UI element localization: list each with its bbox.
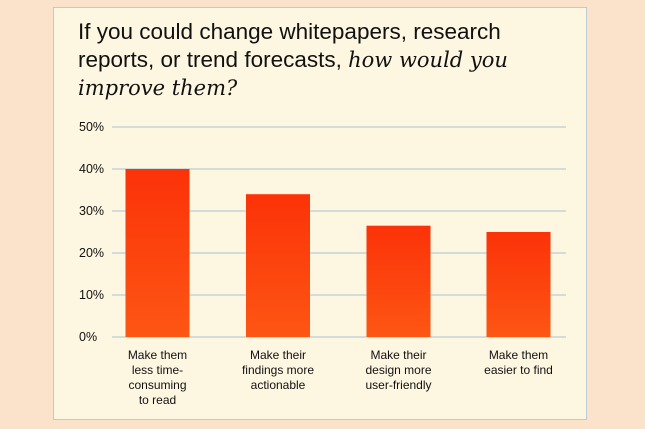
chart-card: If you could change whitepapers, researc…	[53, 7, 587, 420]
x-category-label: Make them less time-consuming to read	[128, 348, 187, 407]
x-category-label-line: to read	[139, 393, 176, 407]
x-category-label-line: Make their	[370, 348, 426, 362]
x-category-label-line: design more	[365, 363, 431, 377]
category-labels: Make them less time-consuming to readMake …	[128, 348, 553, 407]
x-category-label-line: user-friendly	[365, 378, 431, 392]
x-category-label-line: easier to find	[484, 363, 553, 377]
y-tick-label: 50%	[79, 120, 104, 134]
chart-title-main: If you could change whitepapers, researc…	[78, 19, 501, 72]
x-category-label-line: actionable	[251, 378, 306, 392]
x-category-label-line: Make them	[489, 348, 548, 362]
x-category-label-line: Make their	[250, 348, 306, 362]
y-tick-label: 40%	[79, 162, 104, 176]
x-category-label-line: less time-	[132, 363, 183, 377]
x-category-label: Make their design more user-friendly	[365, 348, 431, 392]
chart-title: If you could change whitepapers, researc…	[78, 18, 568, 102]
y-tick-label: 10%	[79, 288, 104, 302]
bar-chart: 0%10%20%30%40%50% Make them less time-con…	[79, 120, 566, 407]
y-tick-label: 20%	[79, 246, 104, 260]
bars	[125, 169, 551, 337]
bar	[246, 194, 310, 337]
bar	[366, 225, 431, 337]
x-category-label-line: Make them	[128, 348, 187, 362]
x-category-label: Make their findings more actionable	[242, 348, 314, 392]
bar	[125, 169, 190, 337]
x-category-label-line: findings more	[242, 363, 314, 377]
chart-title-emphasis: how would you improve them?	[78, 48, 508, 100]
y-tick-label: 30%	[79, 204, 104, 218]
y-tick-label: 0%	[79, 330, 97, 344]
x-category-label-line: consuming	[128, 378, 186, 392]
bar	[486, 232, 551, 337]
x-category-label: Make them easier to find	[484, 348, 553, 377]
